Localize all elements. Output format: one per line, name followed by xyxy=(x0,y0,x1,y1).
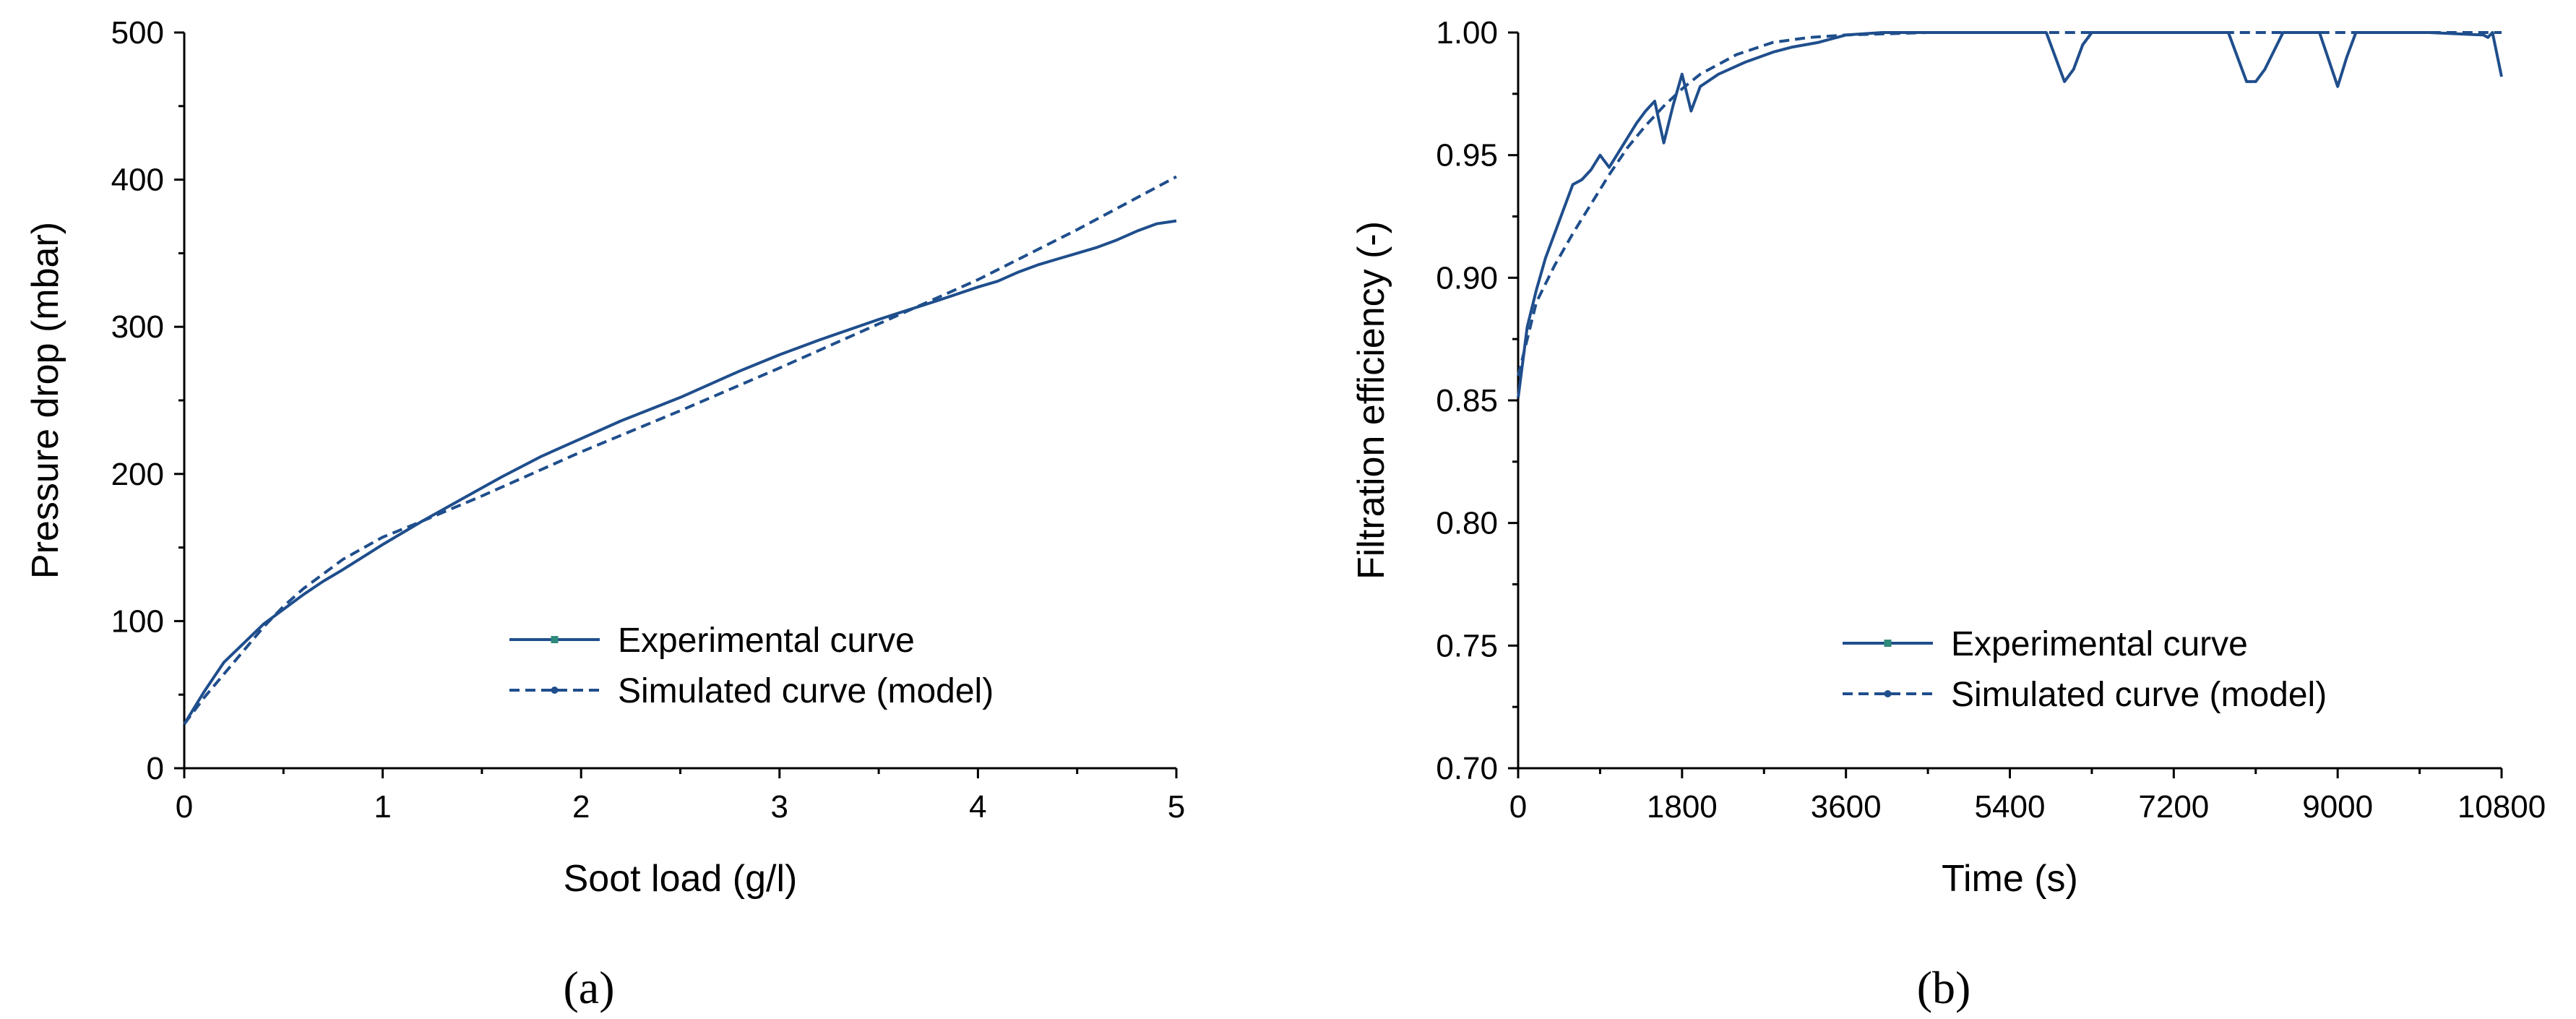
y-tick-label-a: 100 xyxy=(111,603,164,639)
x-tick-label-b: 10800 xyxy=(2457,789,2546,825)
legend-a: Experimental curve Simulated curve (model… xyxy=(509,622,994,710)
x-tick-label-a: 3 xyxy=(771,789,788,825)
legend-label-simulated: Simulated curve (model) xyxy=(1951,676,2327,714)
y-tick-label-a: 200 xyxy=(111,457,164,492)
y-tick-label-b: 1.00 xyxy=(1436,15,1498,51)
x-tick-label-a: 4 xyxy=(969,789,986,825)
legend-marker-simulated xyxy=(551,687,559,694)
panel-label-a: (a) xyxy=(563,962,614,1013)
x-tick-label-a: 2 xyxy=(572,789,590,825)
legend-marker-simulated xyxy=(1884,690,1892,697)
experimental-curve-b xyxy=(1517,31,2503,398)
legend-marker-experimental xyxy=(1884,640,1892,647)
legend-label-experimental: Experimental curve xyxy=(1951,625,2248,663)
y-tick-label-b: 0.80 xyxy=(1436,506,1498,541)
x-tick-label-b: 0 xyxy=(1509,789,1527,825)
y-tick-label-b: 0.70 xyxy=(1436,751,1498,786)
legend-label-simulated: Simulated curve (model) xyxy=(618,672,994,710)
y-tick-label-a: 500 xyxy=(111,15,164,51)
legend-b: Experimental curve Simulated curve (model… xyxy=(1843,625,2327,714)
chart-b: 0 1800 3600 5400 7200 9000 10800 0.70 0.75 0.80 0.… xyxy=(1351,15,2546,900)
x-axis-label-a: Soot load (g/l) xyxy=(564,858,798,900)
legend-label-experimental: Experimental curve xyxy=(618,622,915,660)
experimental-curve-a xyxy=(183,219,1177,725)
x-tick-label-b: 3600 xyxy=(1811,789,1882,825)
chart-a: 0 1 2 3 4 5 0 100 200 300 400 500 Soot load (g/l) Pre… xyxy=(25,15,1185,900)
y-tick-label-b: 0.75 xyxy=(1436,628,1498,663)
x-axis-label-b: Time (s) xyxy=(1942,858,2078,900)
y-tick-label-a: 400 xyxy=(111,163,164,198)
y-tick-label-b: 0.95 xyxy=(1436,138,1498,173)
x-tick-label-a: 5 xyxy=(1168,789,1185,825)
y-axis-label-b: Filtration efficiency (-) xyxy=(1351,221,1392,580)
x-tick-label-b: 7200 xyxy=(2138,789,2209,825)
x-tick-label-a: 0 xyxy=(176,789,193,825)
y-tick-label-a: 300 xyxy=(111,309,164,345)
simulated-curve-a xyxy=(183,175,1177,726)
y-tick-label-a: 0 xyxy=(147,751,164,786)
legend-marker-experimental xyxy=(551,636,559,643)
y-axis-label-a: Pressure drop (mbar) xyxy=(25,222,66,579)
x-tick-label-b: 5400 xyxy=(1975,789,2046,825)
panel-label-b: (b) xyxy=(1917,962,1971,1013)
x-tick-label-b: 1800 xyxy=(1647,789,1718,825)
y-tick-label-b: 0.85 xyxy=(1436,383,1498,418)
x-tick-label-a: 1 xyxy=(374,789,391,825)
simulated-curve-b xyxy=(1517,31,2502,377)
x-tick-label-b: 9000 xyxy=(2302,789,2373,825)
y-tick-label-b: 0.90 xyxy=(1436,260,1498,296)
